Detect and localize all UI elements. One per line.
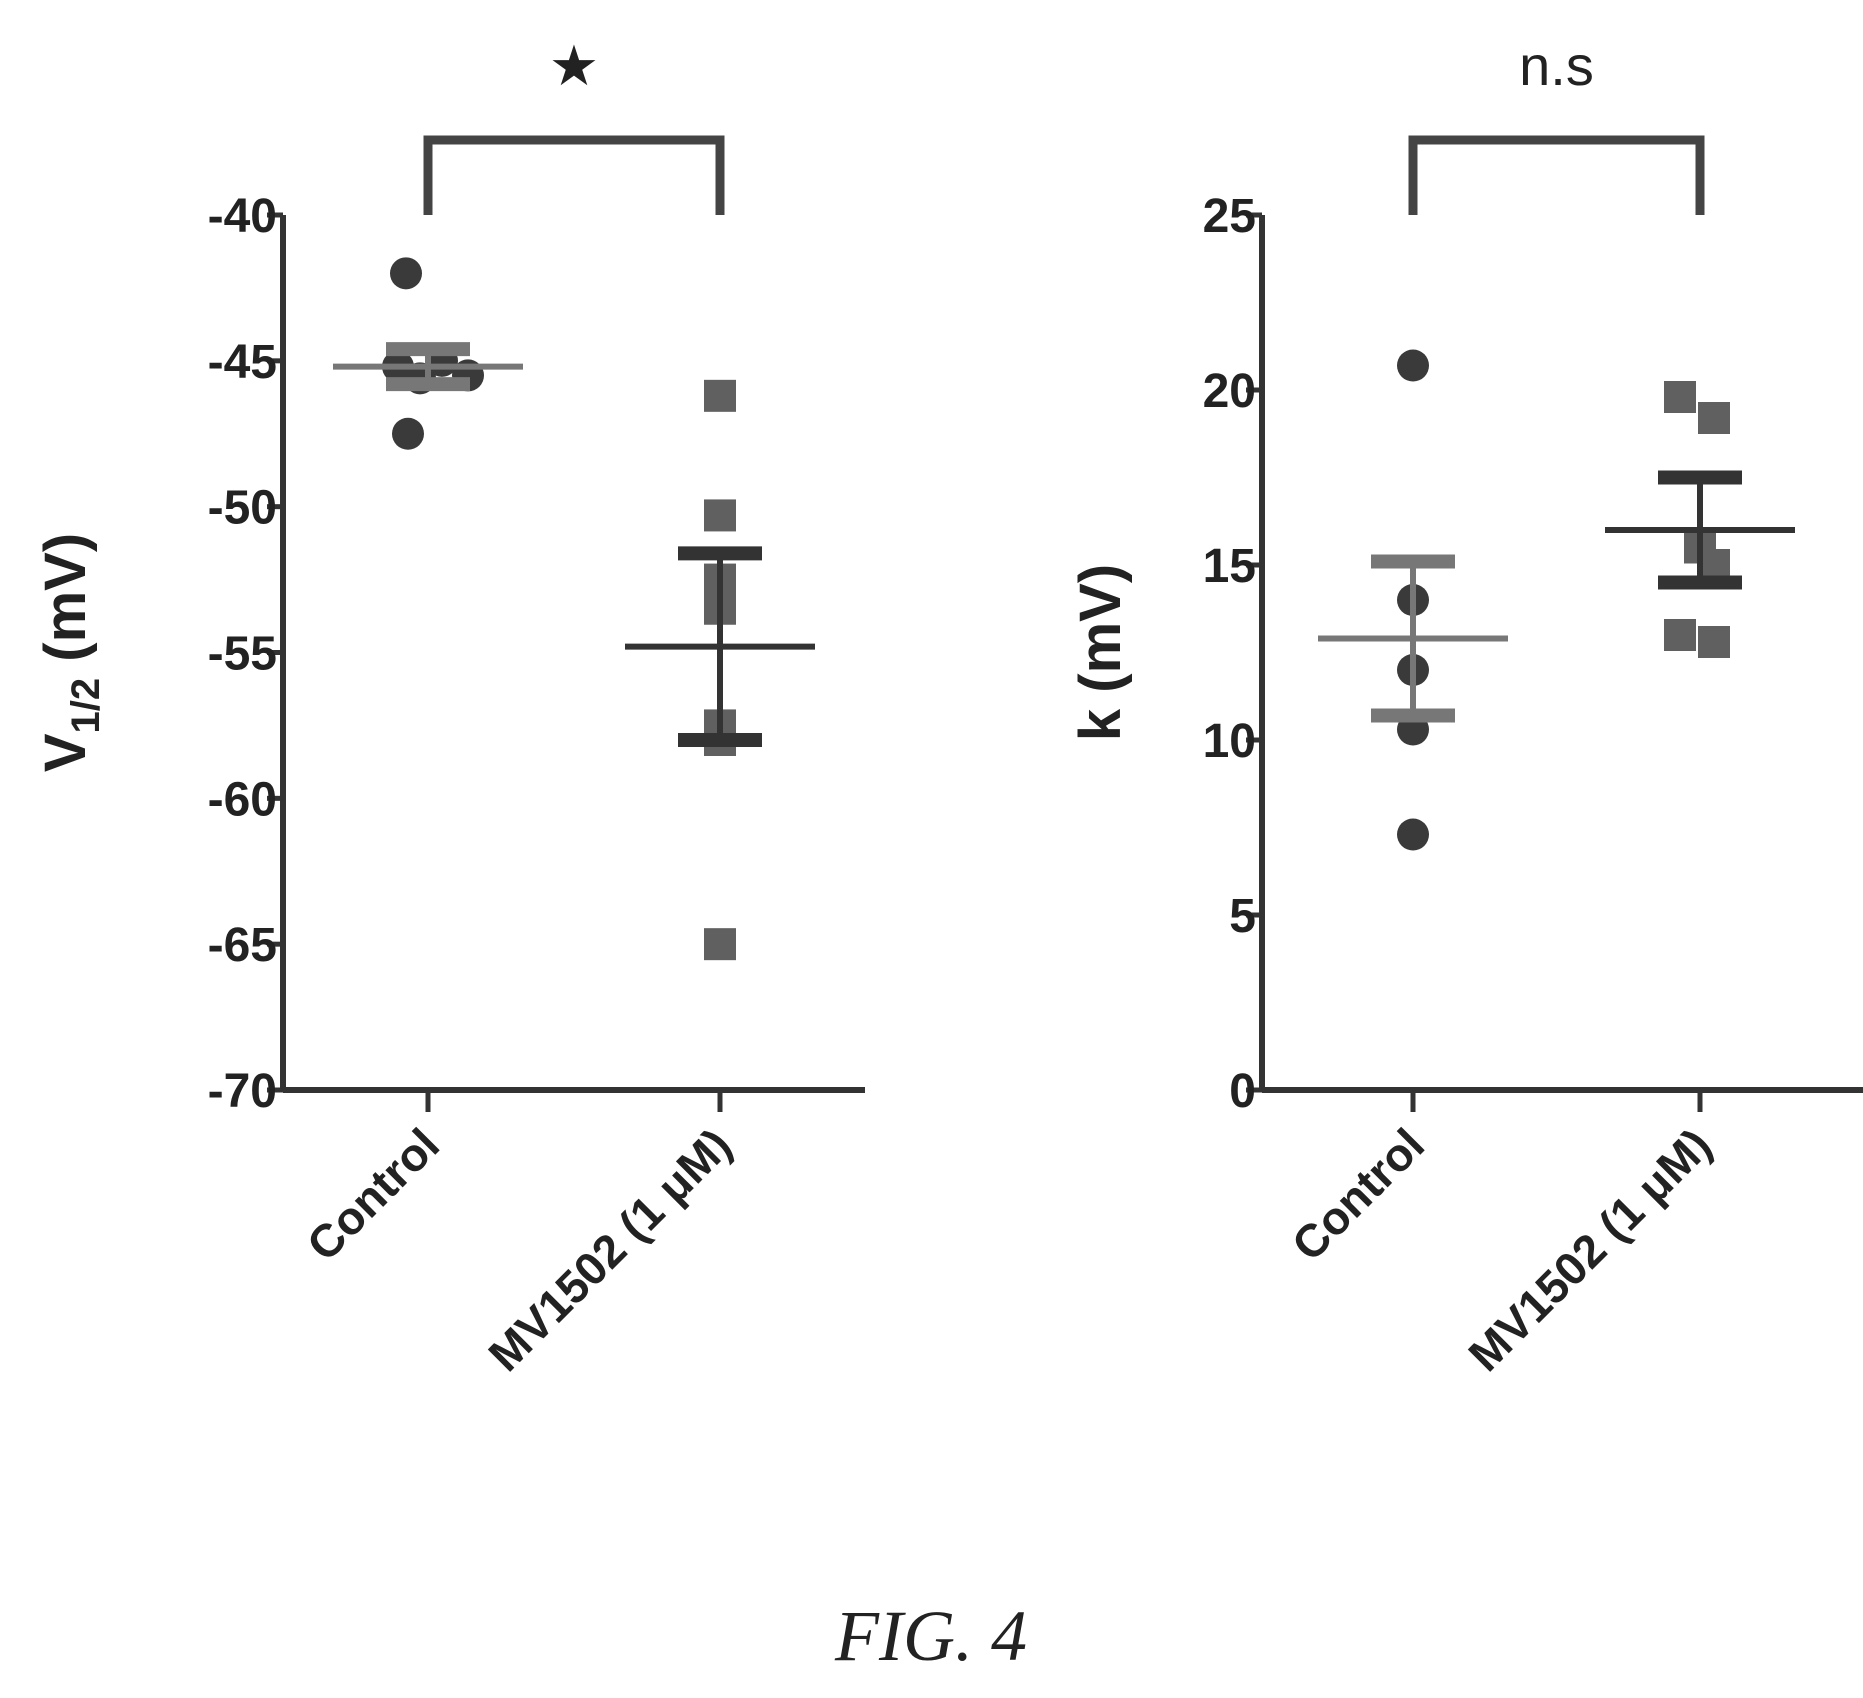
y-tick-label: -70: [208, 1065, 277, 1118]
significance-label: n.s: [1519, 34, 1594, 97]
y-tick-label: -55: [208, 628, 277, 681]
data-point: [1698, 626, 1730, 658]
data-point: [704, 379, 736, 412]
y-tick-label: 10: [1203, 715, 1256, 768]
data-point: [1397, 818, 1429, 851]
x-category-label: MV1502 (1 μM): [1458, 1118, 1721, 1381]
x-category-label: MV1502 (1 μM): [478, 1118, 741, 1381]
data-point: [1397, 349, 1429, 382]
y-tick-label: -50: [208, 482, 277, 535]
data-point: [1664, 619, 1696, 651]
panel-v-half: -40 -45 -50 -55 -60 -65 -70 V1/2 (mV) Control MV1…: [33, 34, 865, 1381]
y-tick-label: 0: [1229, 1065, 1256, 1118]
data-point: [1698, 402, 1730, 434]
y-tick-label: 15: [1203, 540, 1256, 593]
y-tick-label: -40: [208, 190, 277, 243]
figure-caption: FIG. 4: [834, 1596, 1027, 1676]
data-point: [1664, 381, 1696, 413]
y-axis-title: k (mV): [1068, 564, 1133, 741]
significance-bracket: [423, 135, 725, 215]
x-category-label: Control: [1282, 1118, 1434, 1270]
y-tick-label: 5: [1229, 890, 1256, 943]
data-point: [704, 928, 736, 961]
data-point: [392, 417, 424, 450]
x-category-label: Control: [297, 1118, 449, 1270]
y-tick-label: 20: [1203, 365, 1256, 418]
data-point: [390, 257, 422, 290]
significance-label: ★: [549, 34, 599, 97]
panel-k: 25 20 15 10 5 0 k (mV) Control MV1502 (1 μM) n.s: [1068, 34, 1863, 1381]
y-tick-label: 25: [1203, 190, 1256, 243]
y-tick-label: -45: [208, 336, 277, 389]
y-axis-title: V1/2 (mV): [33, 533, 108, 772]
data-point: [704, 499, 736, 532]
y-tick-label: -60: [208, 773, 277, 826]
significance-bracket: [1408, 135, 1705, 215]
y-tick-label: -65: [208, 919, 277, 972]
